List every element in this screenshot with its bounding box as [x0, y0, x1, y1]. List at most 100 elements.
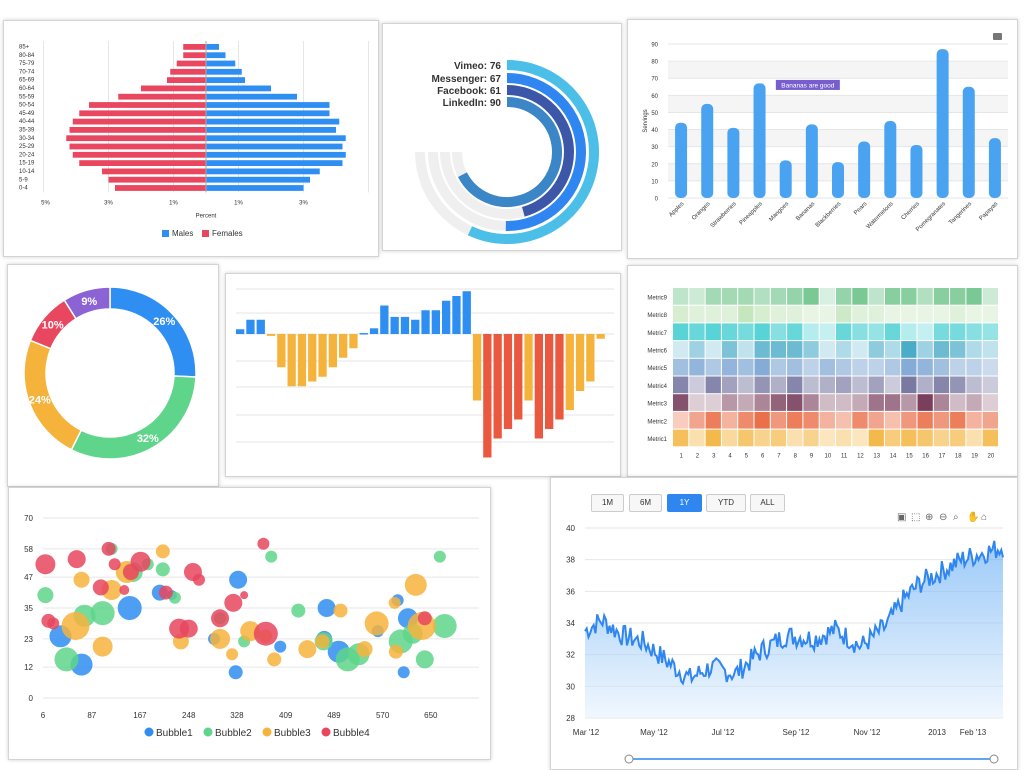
value-bar	[411, 319, 420, 334]
radial-bar	[457, 97, 562, 207]
navigator-handle-left[interactable]	[624, 754, 634, 764]
bubble	[228, 665, 243, 680]
radial-label: LinkedIn: 90	[443, 98, 502, 109]
female-bar	[108, 176, 206, 183]
fruit-servings-chart: 0 10 20 30 40 50 60 70 80 90 Servings Apples Oranges…	[643, 33, 1008, 233]
x-tick-label: Pineapples	[739, 201, 764, 226]
heat-cell	[787, 429, 803, 447]
select-icon[interactable]: ⬚	[911, 512, 921, 523]
heat-cell	[770, 341, 787, 358]
value-bar	[318, 334, 327, 377]
heat-cell	[689, 341, 705, 358]
range-button-1m[interactable]: 1M	[591, 494, 624, 512]
heat-cell	[803, 305, 819, 323]
range-button-6m[interactable]: 6M	[629, 494, 662, 512]
y-tick-label: 36	[566, 587, 575, 596]
camera-icon[interactable]: ▣	[897, 512, 907, 523]
bubble	[226, 648, 239, 661]
heat-cell	[901, 394, 917, 411]
y-tick-label: 50	[651, 111, 658, 117]
heat-cell	[836, 394, 852, 411]
heat-cell	[852, 376, 868, 394]
heat-cell	[770, 288, 787, 305]
heat-cell	[738, 376, 754, 394]
bubble	[356, 641, 373, 658]
heat-cell	[982, 429, 998, 447]
heat-cell	[852, 411, 868, 429]
bubble	[291, 603, 306, 618]
heat-cell	[689, 376, 705, 394]
bubble	[265, 550, 278, 563]
heat-cell	[721, 429, 738, 447]
heat-cell	[966, 394, 982, 411]
y-tick-label: 28	[566, 714, 575, 723]
heat-cell	[803, 394, 819, 411]
heat-cell	[901, 358, 917, 376]
heat-cell	[933, 429, 950, 447]
female-bar	[183, 52, 206, 59]
value-bar	[503, 334, 513, 429]
x-tick-label: 1%	[169, 200, 178, 206]
zoom-icon[interactable]: ⌕	[953, 512, 959, 523]
zoom-out-icon[interactable]: ⊖	[939, 512, 948, 523]
y-tick-label: 40	[566, 524, 575, 533]
heat-cell	[738, 341, 754, 358]
heat-cell	[901, 376, 917, 394]
heat-cell	[836, 323, 852, 341]
row-label: Metric3	[647, 402, 667, 408]
heat-cell	[819, 429, 835, 447]
annotation-box	[775, 79, 840, 90]
range-button-ytd[interactable]: YTD	[706, 494, 746, 512]
bubble	[274, 640, 287, 653]
heat-cell	[966, 429, 982, 447]
bubble	[117, 596, 142, 620]
annotation-label: Bananas are good	[781, 82, 835, 89]
heat-cell	[917, 341, 933, 358]
x-tick-label: Tangerines	[948, 201, 973, 226]
heat-cell	[836, 305, 852, 323]
heat-cell	[917, 376, 933, 394]
heat-cell	[836, 376, 852, 394]
price-line	[584, 540, 1004, 686]
column-label: 8	[794, 453, 798, 459]
heat-cell	[852, 323, 868, 341]
heat-cell	[933, 394, 950, 411]
home-icon[interactable]: ⌂	[981, 512, 988, 523]
range-button-1y[interactable]: 1Y	[667, 494, 702, 512]
x-tick-label: Oranges	[691, 201, 712, 222]
column-label: 2	[696, 453, 700, 459]
heat-cell	[917, 305, 933, 323]
heat-cell	[770, 429, 787, 447]
y-tick-label: 20	[651, 162, 658, 168]
heat-cell	[689, 429, 705, 447]
heat-cell	[950, 305, 966, 323]
fruit-servings-panel: 0 10 20 30 40 50 60 70 80 90 Servings Apples Oranges…	[627, 19, 1018, 259]
age-label: 80-84	[19, 53, 35, 59]
heat-cell	[738, 288, 754, 305]
male-bar	[206, 68, 242, 75]
heat-cell	[819, 341, 835, 358]
navigator-handle-right[interactable]	[989, 754, 999, 764]
bubble	[388, 644, 403, 659]
heat-cell	[950, 323, 966, 341]
radial-bar	[506, 85, 574, 217]
heat-cell	[868, 394, 884, 411]
column-label: 14	[890, 453, 897, 459]
population-pyramid-panel: 0-4 5-9 10-14 15-19 20-24 25-29 30-34 35-39 40-4…	[3, 20, 379, 257]
age-label: 60-64	[19, 86, 35, 92]
heat-cell	[901, 341, 917, 358]
heat-cell	[966, 411, 982, 429]
bubble	[333, 603, 348, 618]
zoom-in-icon[interactable]: ⊕	[925, 512, 934, 523]
heat-cell	[852, 341, 868, 358]
row-label: Metric4	[647, 384, 667, 390]
range-button-all[interactable]: ALL	[750, 494, 785, 512]
x-tick-label: Apples	[668, 201, 685, 218]
y-tick-label: 70	[24, 514, 33, 523]
female-bar	[176, 60, 206, 67]
bubble	[417, 611, 432, 626]
pan-icon[interactable]: ✋	[967, 512, 980, 523]
donut-label: 10%	[42, 320, 64, 332]
y-tick-label: 10	[651, 179, 658, 185]
column-label: 10	[825, 453, 832, 459]
